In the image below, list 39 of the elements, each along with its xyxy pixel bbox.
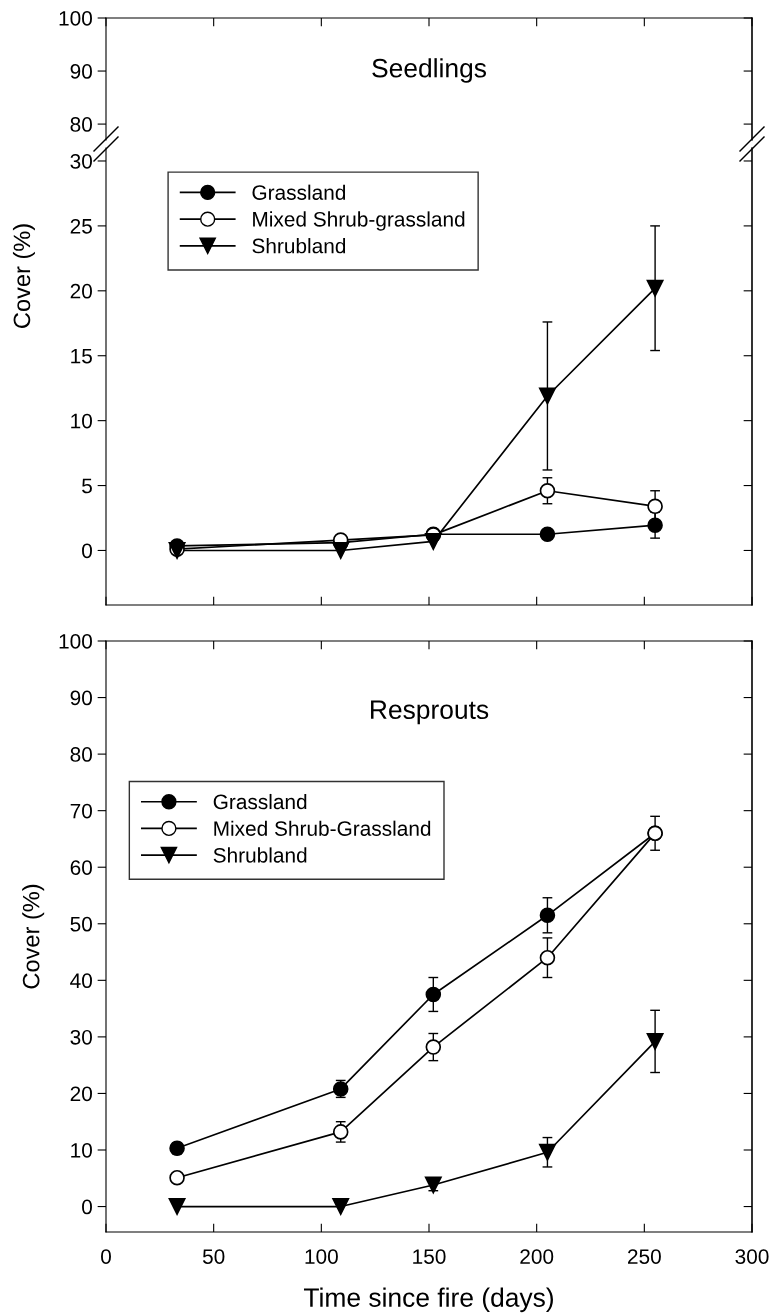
- y-tick-label: 90: [70, 64, 92, 79]
- legend-label: Shrubland: [252, 238, 346, 254]
- x-tick-label: 100: [305, 1249, 338, 1264]
- y-tick-label: 0: [82, 543, 92, 559]
- legend-label: Grassland: [213, 793, 307, 810]
- y-tick-label: 5: [82, 478, 92, 494]
- x-tick-label: 50: [202, 1249, 225, 1264]
- y-tick-label: 60: [70, 860, 92, 875]
- x-tick-label: 250: [628, 1249, 661, 1264]
- y-tick-label: 0: [82, 1199, 92, 1215]
- y-axis-title: Cover (%): [22, 884, 45, 989]
- y-tick-label: 30: [70, 153, 92, 169]
- y-tick-label: 40: [70, 973, 92, 989]
- legend-label: Mixed Shrub-grassland: [253, 211, 465, 231]
- y-tick-label: 70: [70, 803, 92, 819]
- text: Seedlings: [372, 58, 486, 83]
- y-tick-label: 10: [71, 413, 92, 429]
- y-tick-label: 80: [70, 747, 92, 762]
- x-tick-label: 0: [101, 1249, 111, 1264]
- y-tick-label: 25: [70, 218, 92, 234]
- x-tick-label: 150: [413, 1249, 446, 1264]
- legend-label: Mixed Shrub-Grassland: [214, 820, 431, 836]
- y-tick-label: 80: [70, 117, 92, 132]
- y-tick-label: 10: [71, 1143, 92, 1158]
- legend-label: Shrubland: [213, 847, 307, 863]
- y-tick-label: 100: [59, 634, 92, 649]
- x-tick-label: 200: [520, 1249, 554, 1264]
- text: Resprouts: [371, 700, 489, 725]
- legend-label: Grassland: [252, 184, 346, 200]
- x-axis-title: Time since fire (days): [303, 1287, 553, 1313]
- x-tick-label: 300: [735, 1249, 769, 1264]
- y-tick-label: 30: [70, 1029, 92, 1045]
- y-tick-label: 20: [70, 1086, 92, 1102]
- y-tick-label: 100: [59, 11, 92, 26]
- y-axis-title: Cover (%): [12, 224, 35, 328]
- y-tick-label: 90: [70, 690, 92, 706]
- y-tick-label: 50: [70, 916, 92, 932]
- y-tick-label: 15: [71, 348, 92, 364]
- y-tick-label: 20: [70, 283, 92, 299]
